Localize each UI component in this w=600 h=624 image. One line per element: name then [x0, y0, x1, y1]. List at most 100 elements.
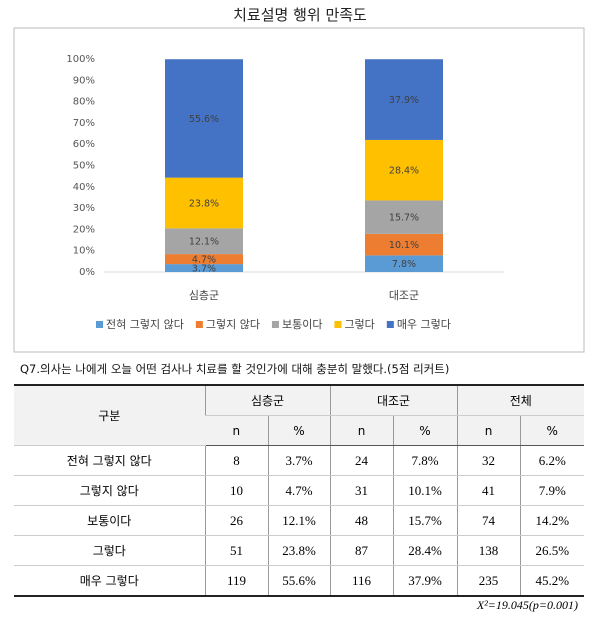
data-label: 3.7%: [192, 264, 216, 275]
table-cell: 매우 그렇다: [14, 565, 205, 597]
y-tick-label: 30%: [73, 203, 95, 214]
table-cell: %: [519, 415, 584, 446]
table-cell: 7.9%: [519, 475, 584, 506]
y-tick-label: 80%: [73, 97, 95, 108]
table-cell: 24: [329, 445, 393, 476]
table-cell: 보통이다: [14, 505, 205, 536]
table-cell: 48: [329, 505, 393, 536]
bar-segment: [165, 228, 243, 255]
table-cell: 119: [204, 565, 268, 597]
bar-segment: [165, 177, 243, 229]
table-row: n% n% n%: [14, 415, 584, 446]
data-label: 55.6%: [189, 114, 219, 125]
y-tick-label: 90%: [73, 75, 95, 86]
table-cell: 전혀 그렇지 않다: [14, 445, 205, 476]
bar-segment: [365, 200, 443, 234]
table-cell: 그렇다: [14, 535, 205, 566]
data-label: 37.9%: [389, 95, 419, 106]
data-label: 4.7%: [192, 255, 216, 266]
table-cell: 87: [329, 535, 393, 566]
bar-segment: [165, 264, 243, 272]
table-cell: 심층군: [204, 384, 330, 416]
table-cell: 116: [329, 565, 393, 597]
y-tick-label: 70%: [73, 118, 95, 129]
table-cell: 7.8%: [392, 445, 457, 476]
table-cell: 235: [456, 565, 520, 597]
data-table: 구분 심층군 대조군 전체 n% n% n% 전혀 그렇지 않다 8 3.7% 24 7.8% 32 6.…: [14, 384, 584, 597]
bar-segment: [365, 255, 443, 272]
legend-swatch: [195, 321, 203, 328]
table-cell: 전체: [456, 384, 584, 416]
table-row: 보통이다 26 12.1% 48 15.7% 74 14.2%: [14, 505, 584, 536]
y-tick-label: 0%: [79, 267, 95, 278]
table-cell: 10.1%: [392, 475, 457, 506]
data-label: 12.1%: [189, 237, 219, 248]
table-cell: 51: [204, 535, 268, 566]
table-cell: 138: [456, 535, 520, 566]
table-cell: n: [329, 415, 393, 446]
table-cell: 15.7%: [392, 505, 457, 536]
bar-segment: [165, 59, 243, 178]
chart-frame: [13, 27, 585, 353]
legend-swatch: [334, 321, 342, 328]
table-cell: 28.4%: [392, 535, 457, 566]
data-label: 10.1%: [389, 240, 419, 251]
y-tick-label: 40%: [73, 182, 95, 193]
table-cell: n: [205, 415, 268, 446]
table-cell: 32: [456, 445, 520, 476]
bar-segment: [365, 59, 443, 140]
x-tick-label: 심층군: [189, 289, 219, 302]
legend-swatch: [271, 321, 279, 328]
table-row: 그렇지 않다 10 4.7% 31 10.1% 41 7.9%: [14, 475, 584, 506]
bar-segment: [165, 254, 243, 265]
table-cell: %: [392, 415, 457, 446]
chart-title: 치료설명 행위 만족도: [233, 6, 367, 24]
table-row: 매우 그렇다 119 55.6% 116 37.9% 235 45.2%: [14, 565, 584, 597]
table-cell: 55.6%: [267, 565, 330, 597]
data-label: 28.4%: [389, 166, 419, 177]
y-tick-label: 100%: [66, 54, 95, 65]
stat-note: X²=19.045(p=0.001): [476, 598, 578, 612]
table-cell: 23.8%: [267, 535, 330, 566]
legend-label: 매우 그렇다: [397, 318, 451, 331]
y-tick-label: 10%: [73, 246, 95, 257]
legend-swatch: [96, 321, 103, 328]
data-label: 23.8%: [189, 198, 219, 209]
table-cell: 12.1%: [267, 505, 330, 536]
table-row: 구분 심층군 대조군 전체: [14, 384, 584, 446]
y-tick-label: 50%: [73, 161, 95, 172]
chart: 0% 10% 20% 30% 40% 50% 60% 70% 80% 90% 100% 심층군 3.7%…: [13, 27, 585, 353]
table-cell: 6.2%: [519, 445, 584, 476]
legend-label: 보통이다: [282, 318, 322, 331]
table-cell: 8: [204, 445, 268, 476]
bar-segment: [365, 233, 443, 256]
legend-label: 전혀 그렇지 않다: [106, 318, 184, 331]
table-cell: 37.9%: [392, 565, 457, 597]
table-cell: 26: [204, 505, 268, 536]
table-cell: 41: [456, 475, 520, 506]
y-tick-label: 20%: [73, 224, 95, 235]
table-cell: 74: [456, 505, 520, 536]
table-cell: 3.7%: [267, 445, 330, 476]
table-cell: 26.5%: [519, 535, 584, 566]
data-label: 15.7%: [389, 213, 419, 224]
table-cell: %: [267, 415, 330, 446]
table-cell: 10: [204, 475, 268, 506]
data-label: 7.8%: [392, 259, 416, 270]
table-cell: 구분: [14, 384, 205, 446]
table-row: 그렇다 51 23.8% 87 28.4% 138 26.5%: [14, 535, 584, 566]
table-cell: 31: [329, 475, 393, 506]
table-cell: 4.7%: [267, 475, 330, 506]
table-cell: 14.2%: [519, 505, 584, 536]
table-cell: 그렇지 않다: [14, 475, 205, 506]
y-tick-label: 60%: [73, 139, 95, 150]
legend-label: 그렇지 않다: [206, 318, 260, 331]
legend-swatch: [386, 321, 394, 328]
caption: Q7.의사는 나에게 오늘 어떤 검사나 치료를 할 것인가에 대해 충분히 말…: [20, 362, 450, 376]
legend-label: 그렇다: [344, 318, 374, 331]
table-cell: 45.2%: [519, 565, 584, 597]
table-row: 전혀 그렇지 않다 8 3.7% 24 7.8% 32 6.2%: [14, 445, 584, 476]
x-tick-label: 대조군: [389, 289, 419, 302]
table-cell: n: [456, 415, 520, 446]
